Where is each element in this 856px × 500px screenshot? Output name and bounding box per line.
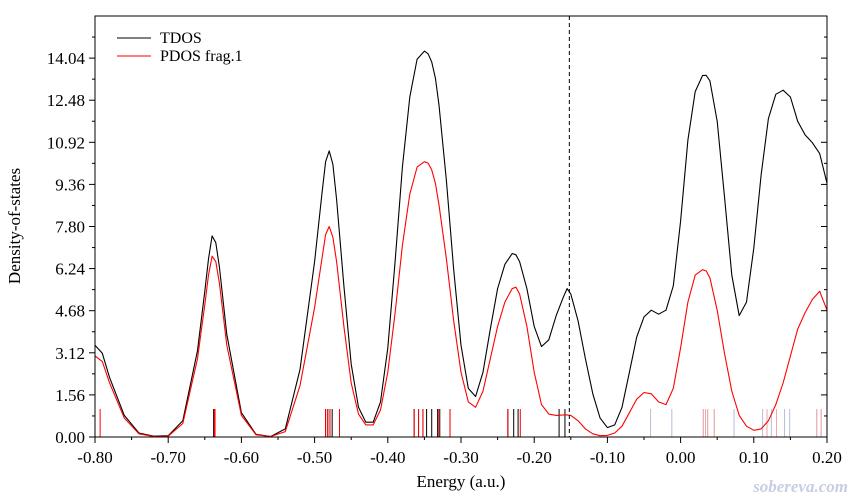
legend-tdos-label: TDOS [160,30,202,47]
y-tick-label: 9.36 [55,175,85,194]
x-tick-label: -0.50 [297,448,332,467]
y-tick-label: 4.68 [55,302,85,321]
y-axis: 0.00 1.56 3.12 4.68 6.24 7.80 9.36 10.92 12.48 14… [47,36,827,447]
x-tick-label: -0.20 [516,448,551,467]
x-tick-label: 0.10 [739,448,769,467]
x-tick-label: 0.00 [666,448,696,467]
y-axis-label: Density-of-states [5,168,24,284]
watermark: sobereva.com [752,477,848,496]
x-tick-label: -0.40 [370,448,405,467]
y-tick-label: 14.04 [47,49,86,68]
y-tick-label: 1.56 [55,386,85,405]
x-tick-label: -0.80 [77,448,112,467]
y-tick-label: 10.92 [47,133,85,152]
x-tick-label: -0.70 [150,448,185,467]
series-line-pdos-frag1 [94,161,828,438]
x-tick-label: -0.30 [443,448,478,467]
x-tick-label: 0.20 [812,448,842,467]
x-axis: -0.80 -0.70 -0.60 -0.50 -0.40 -0.30 -0.20 -0.10… [77,437,842,467]
y-tick-label: 7.80 [55,218,85,237]
dos-curves [94,50,828,438]
y-tick-label: 3.12 [55,344,85,363]
energy-levels [99,409,822,437]
y-tick-label: 12.48 [47,91,85,110]
legend: TDOS PDOS frag.1 [117,30,243,65]
legend-pdos-label: PDOS frag.1 [160,48,243,65]
y-tick-label: 0.00 [55,428,85,447]
series-line-tdos [94,50,828,438]
x-tick-label: -0.10 [590,448,625,467]
x-axis-label: Energy (a.u.) [417,472,506,491]
y-tick-label: 6.24 [55,260,85,279]
x-tick-label: -0.60 [224,448,259,467]
